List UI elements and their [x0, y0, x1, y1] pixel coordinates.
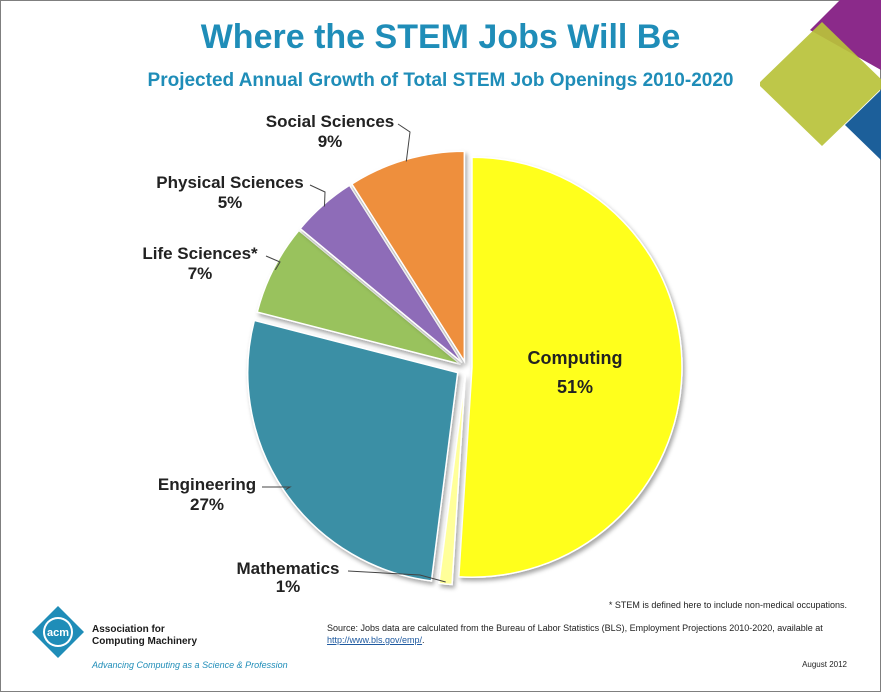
label-life-sciences: Life Sciences*: [142, 244, 258, 263]
leader-lines: [262, 123, 446, 583]
footnote: * STEM is defined here to include non-me…: [608, 600, 847, 610]
leader-physical-sciences: [309, 184, 326, 207]
chart-subtitle: Projected Annual Growth of Total STEM Jo…: [147, 70, 734, 91]
label-physical-sciences: Physical Sciences: [156, 173, 303, 192]
slice-life-sciences: [256, 229, 462, 366]
slice-computing: [458, 156, 683, 578]
corner-decoration: [760, 0, 881, 160]
org-name: Association for Computing Machinery: [92, 624, 197, 648]
slice-mathematics: [438, 374, 466, 586]
source-link[interactable]: http://www.bls.gov/emp/: [327, 635, 423, 645]
acm-logo-text: acm: [47, 627, 69, 639]
acm-logo: acm: [32, 606, 84, 658]
value-social-sciences: 9%: [318, 132, 343, 151]
org-name-line2: Computing Machinery: [92, 636, 198, 647]
source-text: Source: Jobs data are calculated from th…: [327, 623, 823, 633]
date-label: August 2012: [802, 660, 847, 669]
decor-green-diamond: [760, 22, 881, 146]
label-computing: Computing: [528, 348, 623, 368]
slice-physical-sciences: [299, 184, 463, 364]
pie-slices: [247, 150, 683, 586]
decor-blue-diamond: [845, 90, 881, 160]
label-mathematics: Mathematics: [237, 559, 340, 578]
value-mathematics: 1%: [276, 577, 301, 596]
decor-purple-diamond: [810, 0, 881, 70]
value-physical-sciences: 5%: [218, 193, 243, 212]
value-life-sciences: 7%: [188, 264, 213, 283]
value-computing: 51%: [557, 377, 593, 397]
acm-logo-inner: [45, 619, 71, 645]
source-note: Source: Jobs data are calculated from th…: [327, 623, 823, 645]
value-engineering: 27%: [190, 495, 224, 514]
leader-life-sciences: [265, 255, 281, 271]
chart-title: Where the STEM Jobs Will Be: [200, 18, 681, 56]
leader-engineering: [262, 486, 292, 490]
org-name-line1: Association for: [92, 624, 165, 635]
leader-mathematics: [347, 570, 446, 583]
label-engineering: Engineering: [158, 475, 256, 494]
label-social-sciences: Social Sciences: [266, 112, 395, 131]
slice-social-sciences: [350, 150, 466, 364]
leader-social-sciences: [397, 123, 411, 162]
slice-engineering: [247, 319, 459, 582]
org-tagline: Advancing Computing as a Science & Profe…: [92, 660, 288, 670]
